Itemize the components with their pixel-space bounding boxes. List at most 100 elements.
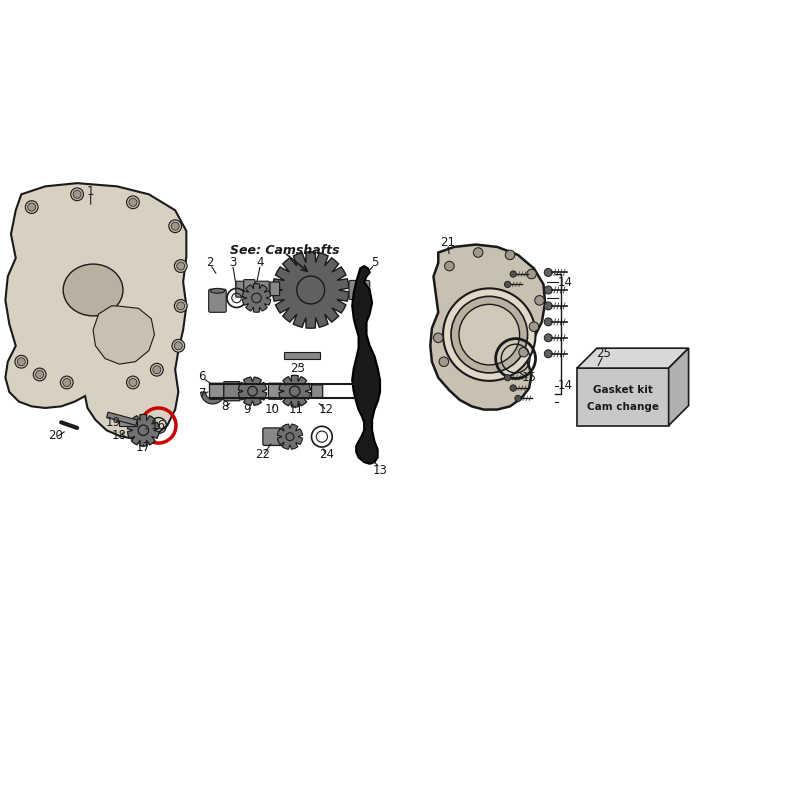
Text: 2: 2 [206,256,214,270]
Circle shape [18,358,26,366]
Circle shape [174,260,187,273]
Circle shape [73,190,81,198]
Polygon shape [577,368,669,426]
Text: 1: 1 [87,185,94,198]
FancyBboxPatch shape [224,382,240,401]
Text: 4: 4 [257,256,264,270]
Polygon shape [238,377,266,406]
Polygon shape [6,183,186,440]
Circle shape [70,188,83,201]
Circle shape [451,296,527,373]
Circle shape [252,293,262,302]
Circle shape [286,433,294,441]
FancyBboxPatch shape [256,282,270,297]
Text: 12: 12 [319,403,334,416]
Circle shape [529,322,538,331]
Circle shape [443,288,535,381]
Circle shape [62,378,70,386]
Ellipse shape [63,264,123,316]
Polygon shape [669,348,689,426]
Circle shape [544,269,552,277]
Circle shape [506,250,515,260]
Circle shape [518,347,528,357]
Text: 19: 19 [106,416,121,429]
Text: 3: 3 [229,256,236,270]
FancyBboxPatch shape [236,282,244,297]
Text: 14: 14 [558,275,573,289]
Circle shape [153,366,161,374]
Text: 17: 17 [136,442,150,454]
Text: See: Camshafts: See: Camshafts [230,244,339,257]
Text: 9: 9 [243,403,250,416]
Polygon shape [278,424,302,450]
Circle shape [129,378,137,386]
Circle shape [28,203,36,211]
Text: Cam change: Cam change [587,402,659,412]
Circle shape [544,286,552,294]
Text: 21: 21 [440,236,455,249]
Circle shape [544,350,552,358]
Text: 15: 15 [522,371,537,384]
Circle shape [434,333,443,342]
Circle shape [169,220,182,233]
Polygon shape [242,284,270,312]
Circle shape [129,198,137,206]
Circle shape [174,299,187,312]
Polygon shape [127,414,159,446]
Polygon shape [279,375,310,407]
Circle shape [171,222,179,230]
Text: 10: 10 [265,403,280,416]
Circle shape [534,295,544,305]
Text: 7: 7 [198,387,206,400]
Bar [106,412,138,426]
FancyBboxPatch shape [349,281,370,299]
Text: 20: 20 [48,430,63,442]
Text: 13: 13 [373,464,387,477]
Wedge shape [201,392,225,404]
Polygon shape [352,266,380,464]
Polygon shape [93,306,154,364]
Circle shape [60,376,73,389]
Circle shape [34,368,46,381]
Circle shape [445,262,454,271]
Circle shape [174,342,182,350]
Circle shape [459,304,519,365]
Circle shape [177,262,185,270]
Circle shape [172,339,185,352]
FancyBboxPatch shape [270,282,280,295]
Circle shape [290,386,300,397]
Circle shape [248,386,258,396]
Text: 5: 5 [371,256,378,270]
Circle shape [510,271,516,278]
Circle shape [177,302,185,310]
FancyBboxPatch shape [269,383,282,399]
Bar [285,352,320,358]
Circle shape [138,425,149,435]
Circle shape [474,248,483,258]
Circle shape [510,385,516,391]
Circle shape [505,374,511,381]
Bar [119,419,137,426]
Text: 16: 16 [151,419,166,432]
Circle shape [297,276,325,304]
Circle shape [36,370,44,378]
FancyBboxPatch shape [210,383,224,399]
Text: 24: 24 [319,448,334,461]
FancyBboxPatch shape [263,428,286,446]
Text: Gasket kit: Gasket kit [593,385,653,395]
Circle shape [515,395,521,402]
FancyBboxPatch shape [244,280,255,298]
Text: 23: 23 [290,362,306,374]
Circle shape [126,376,139,389]
Circle shape [526,270,536,279]
Circle shape [544,318,552,326]
Circle shape [544,334,552,342]
Text: 25: 25 [596,347,610,360]
Circle shape [15,355,28,368]
Text: 18: 18 [112,430,127,442]
FancyBboxPatch shape [209,289,226,312]
Circle shape [126,196,139,209]
Text: 8: 8 [221,400,228,413]
Circle shape [544,302,552,310]
Polygon shape [430,245,545,410]
